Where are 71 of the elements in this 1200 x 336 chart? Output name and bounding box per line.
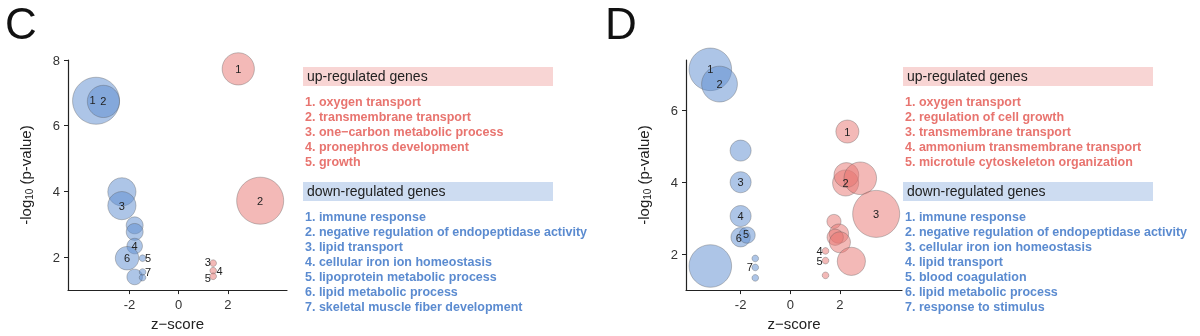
y-tick-label: 4 <box>52 183 60 199</box>
annotation: 5 <box>816 254 823 267</box>
annotation: 4 <box>131 240 138 253</box>
text: 5. microtule cytoskeleton organization <box>905 154 1133 169</box>
text: down-regulated genes <box>907 183 1046 199</box>
annotation: 2 <box>257 194 264 207</box>
text: 5. blood coagulation <box>905 269 1027 284</box>
text: 6. lipid metabolic process <box>905 284 1058 299</box>
annotation: 5 <box>743 228 750 241</box>
annotation: 1 <box>235 62 242 75</box>
text: 3. transmembrane transport <box>905 124 1072 139</box>
text: 2. negative regulation of endopeptidase activity <box>905 224 1188 239</box>
annotation: 3 <box>873 207 880 220</box>
x-axis-title: z−score <box>767 315 821 332</box>
annotation: 4 <box>737 210 744 223</box>
annotation: 1 <box>707 63 714 76</box>
annotation: 6 <box>123 252 131 265</box>
x-tick-label: 0 <box>786 297 794 313</box>
text: 3. lipid transport <box>305 239 404 254</box>
annotation: 3 <box>118 199 125 212</box>
y-tick-label: 2 <box>670 246 678 262</box>
annotation: 1 <box>89 94 96 107</box>
x-tick-label: 2 <box>836 297 844 313</box>
y-axis-title: -log10 (p-value) <box>16 125 35 225</box>
chart-title: D <box>605 0 637 48</box>
y-tick-label: 6 <box>52 118 60 134</box>
annotation: 7 <box>144 266 152 279</box>
text: 4. lipid transport <box>905 254 1004 269</box>
y-axis-title: -log10 (p-value) <box>634 125 653 225</box>
x-tick-label: -2 <box>123 297 136 313</box>
text: 2. negative regulation of endopeptidase activity <box>305 224 588 239</box>
text: 1. oxygen transport <box>905 94 1022 109</box>
annotation: 1 <box>844 125 851 138</box>
text: up-regulated genes <box>307 68 428 84</box>
x-tick-label: -2 <box>734 297 747 313</box>
text: up-regulated genes <box>907 68 1028 84</box>
text: 5. lipoprotein metabolic process <box>305 269 497 284</box>
annotation: 4 <box>216 264 223 277</box>
annotation: 3 <box>204 255 211 268</box>
text: 2. regulation of cell growth <box>905 109 1065 124</box>
chart-title: C <box>5 0 37 48</box>
y-tick-label: 4 <box>670 174 678 190</box>
y-tick-label: 8 <box>52 52 60 68</box>
text: down-regulated genes <box>307 183 446 199</box>
annotation: 5 <box>204 271 211 284</box>
annotation: 2 <box>100 95 107 108</box>
x-tick-label: 2 <box>224 297 232 313</box>
annotation: 7 <box>746 261 753 274</box>
annotation: 3 <box>737 176 744 189</box>
text: 2. transmembrane transport <box>305 109 472 124</box>
text: 1. immune response <box>305 209 426 224</box>
text: 3. one−carbon metabolic process <box>305 124 504 139</box>
text: 7. response to stimulus <box>905 299 1045 314</box>
text: 4. ammonium transmembrane transport <box>905 139 1143 154</box>
text: 7. skeletal muscle fiber development <box>305 299 524 314</box>
text: 1. immune response <box>905 209 1026 224</box>
annotation: 5 <box>144 252 152 265</box>
annotation: 2 <box>716 78 723 91</box>
text: 3. cellular iron ion homeostasis <box>905 239 1092 254</box>
annotation: 4 <box>816 244 823 257</box>
x-axis-title: z−score <box>151 315 204 332</box>
text: 4. cellular iron ion homeostasis <box>305 254 492 269</box>
annotation: 6 <box>735 232 742 245</box>
text: 5. growth <box>305 154 361 169</box>
x-tick-label: 0 <box>175 297 183 313</box>
y-tick-label: 2 <box>52 249 60 265</box>
annotation: 2 <box>842 176 849 189</box>
text: 1. oxygen transport <box>305 94 422 109</box>
y-tick-label: 6 <box>670 102 678 118</box>
text: 4. pronephros development <box>305 139 470 154</box>
text: 6. lipid metabolic process <box>305 284 458 299</box>
